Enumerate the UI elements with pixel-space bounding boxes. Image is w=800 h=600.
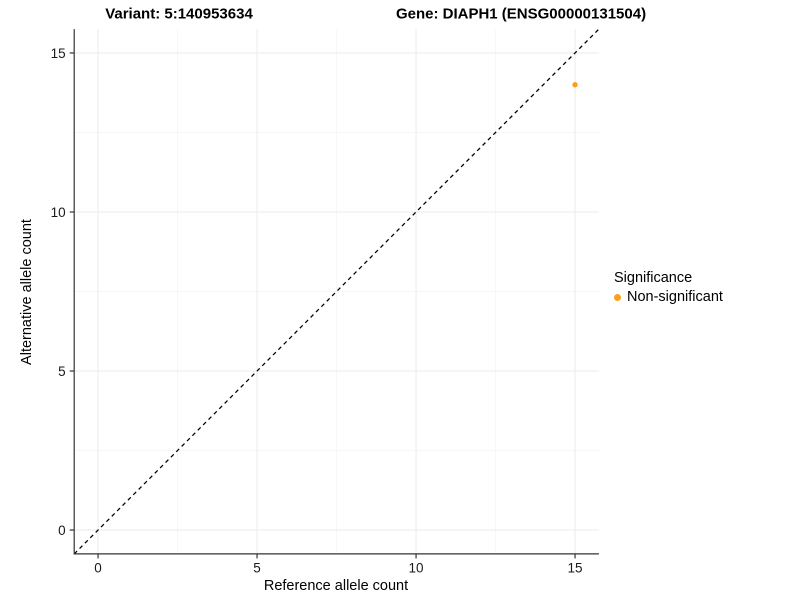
- identity-reference-line: [73, 28, 600, 555]
- legend: Significance Non-significant: [614, 270, 723, 305]
- y-tick-label: 15: [51, 46, 66, 61]
- data-point: [572, 82, 578, 88]
- x-tick-label: 0: [94, 560, 102, 575]
- legend-item: Non-significant: [614, 289, 723, 305]
- x-tick-label: 5: [253, 560, 261, 575]
- legend-item-label: Non-significant: [627, 289, 723, 305]
- x-tick-label: 10: [409, 560, 424, 575]
- y-axis-title: Alternative allele count: [19, 219, 35, 365]
- x-tick-label: 15: [568, 560, 583, 575]
- y-tick-label: 5: [58, 364, 66, 379]
- gene-title: Gene: DIAPH1 (ENSG00000131504): [395, 5, 647, 23]
- y-tick-label: 10: [51, 205, 66, 220]
- variant-title: Variant: 5:140953634: [105, 5, 253, 23]
- y-tick-label: 0: [58, 523, 66, 538]
- legend-title: Significance: [614, 270, 693, 286]
- x-axis-title: Reference allele count: [263, 578, 409, 594]
- legend-point-icon: [614, 293, 621, 301]
